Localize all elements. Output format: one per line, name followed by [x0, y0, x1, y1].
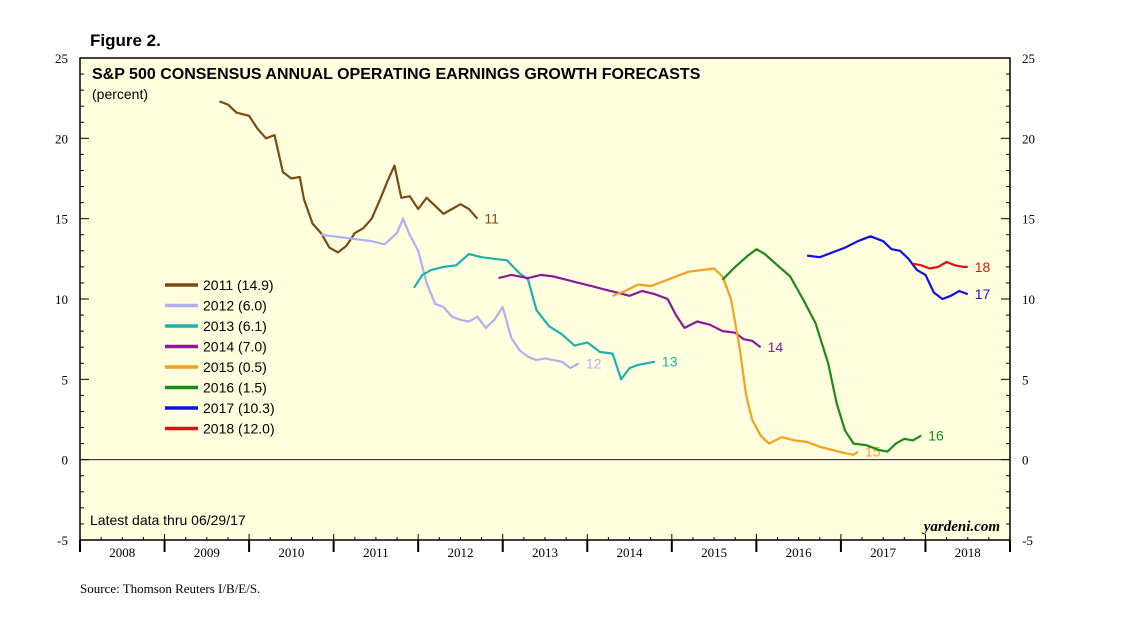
series-end-label-2011: 11: [484, 211, 499, 227]
y-tick-label-left: 5: [62, 372, 69, 387]
series-end-label-2018: 18: [975, 259, 991, 275]
x-tick-label: 2018: [955, 545, 981, 560]
legend-label-2013: 2013 (6.1): [203, 318, 267, 334]
x-tick-label: 2015: [701, 545, 727, 560]
series-end-label-2014: 14: [768, 339, 784, 355]
y-tick-label-right: 15: [1022, 212, 1035, 227]
legend-label-2015: 2015 (0.5): [203, 359, 267, 375]
series-end-label-2015: 15: [865, 444, 881, 460]
series-line-2012: [320, 217, 580, 370]
series-end-label-2012: 12: [586, 355, 602, 371]
y-tick-label-right: 25: [1022, 51, 1035, 66]
y-tick-label-left: -5: [57, 533, 68, 548]
legend: 2011 (14.9) 2012 (6.0) 2013 (6.1) 2014 (7.0…: [165, 277, 275, 437]
y-tick-label-right: -5: [1022, 533, 1033, 548]
series-line-2014: [498, 273, 762, 349]
chart-subtitle: (percent): [92, 86, 148, 102]
y-tick-label-left: 25: [55, 51, 68, 66]
x-tick-label: 2009: [194, 545, 220, 560]
y-tick-label-right: 0: [1022, 453, 1029, 468]
series-end-label-2017: 17: [975, 286, 991, 302]
y-tick-label-left: 10: [55, 292, 68, 307]
series-line-2016: [721, 248, 922, 453]
x-tick-label: 2016: [786, 545, 813, 560]
series-end-label-2013: 13: [662, 354, 678, 370]
x-tick-label: 2017: [870, 545, 897, 560]
legend-label-2014: 2014 (7.0): [203, 339, 267, 355]
chart-title: S&P 500 CONSENSUS ANNUAL OPERATING EARNI…: [92, 66, 701, 83]
series-line-2017: [806, 235, 969, 301]
legend-label-2011: 2011 (14.9): [203, 277, 274, 293]
x-tick-label: 2010: [278, 545, 304, 560]
x-tick-label: 2013: [532, 545, 558, 560]
x-tick-label: 2008: [109, 545, 135, 560]
x-tick-label: 2012: [447, 545, 473, 560]
y-tick-label-right: 5: [1022, 372, 1029, 387]
y-tick-label-left: 0: [62, 453, 69, 468]
latest-data-note: Latest data thru 06/29/17: [90, 512, 246, 528]
series-line-2015: [612, 267, 859, 456]
series-line-2013: [413, 252, 656, 381]
x-tick-label: 2011: [363, 545, 389, 560]
x-tick-label: 2014: [617, 545, 644, 560]
series-line-2018: [912, 260, 968, 270]
source-note: Source: Thomson Reuters I/B/E/S.: [80, 581, 260, 596]
brand-watermark: yardeni.com: [922, 519, 1000, 535]
legend-label-2017: 2017 (10.3): [203, 400, 275, 416]
y-tick-label-right: 10: [1022, 292, 1035, 307]
figure-label: Figure 2.: [90, 31, 161, 50]
legend-label-2016: 2016 (1.5): [203, 380, 267, 396]
y-tick-label-left: 15: [55, 212, 68, 227]
axis-ticks: -5 -5 0 0 5 5 10 10 15 15 20 20 25 25 2008 2009 2010 2011…: [55, 51, 1035, 560]
legend-label-2018: 2018 (12.0): [203, 421, 275, 437]
series-end-label-2016: 16: [928, 428, 944, 444]
legend-label-2012: 2012 (6.0): [203, 298, 267, 314]
y-tick-label-right: 20: [1022, 131, 1035, 146]
y-tick-label-left: 20: [55, 131, 68, 146]
series-layer: 11 12 13 14 15 16 17 18: [219, 100, 991, 460]
